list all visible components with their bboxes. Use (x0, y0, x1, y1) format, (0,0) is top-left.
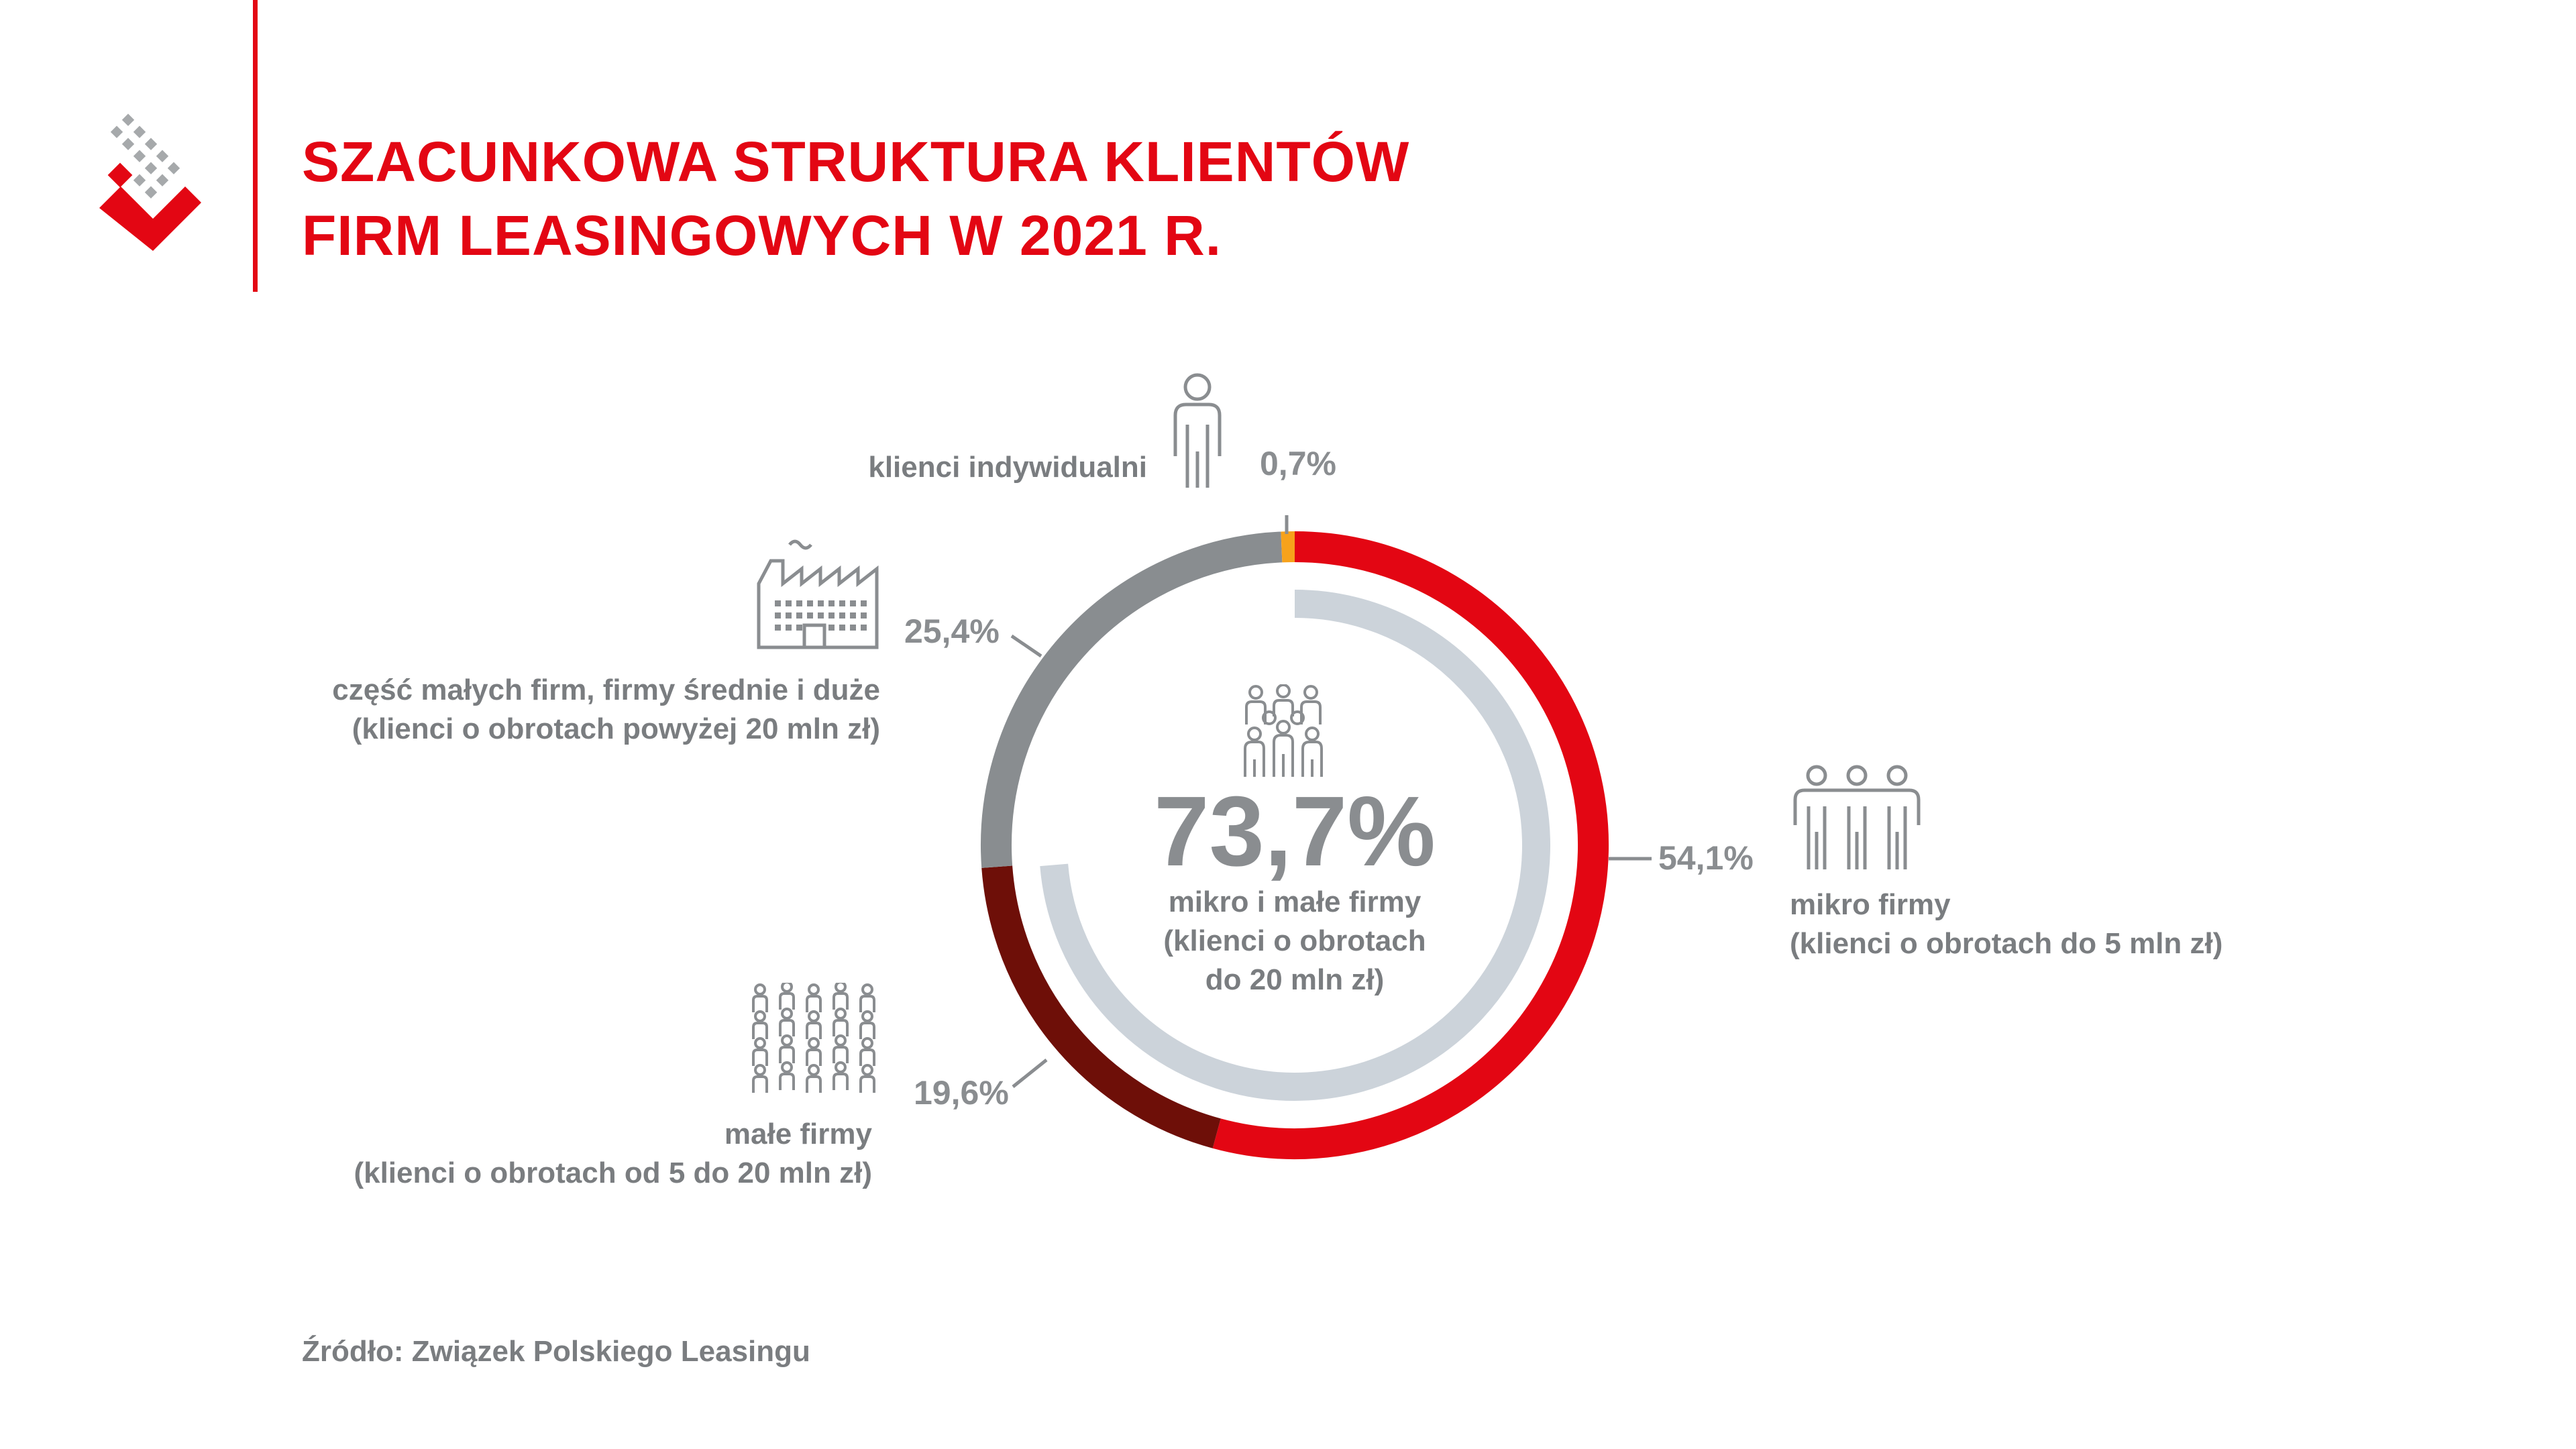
title-line-1: SZACUNKOWA STRUKTURA KLIENTÓW (302, 130, 1410, 193)
label-klienci-indywidualni: klienci indywidualni (868, 451, 1147, 484)
leader-lines (1010, 515, 1652, 1088)
pct-klienci-indywidualni: 0,7% (1260, 445, 1336, 482)
title-line-2: FIRM LEASINGOWYCH W 2021 R. (302, 204, 1222, 267)
pct-mikro: 54,1% (1658, 839, 1754, 877)
group-of-people-icon (1240, 684, 1327, 778)
center-label-line-3: do 20 mln zł) (1205, 963, 1385, 996)
leader-male (1012, 1059, 1048, 1088)
segment-srednie-duze (981, 531, 1283, 868)
label-male-name: małe firmy (724, 1118, 872, 1150)
single-person-icon (1167, 372, 1228, 490)
label-srednie-duze: część małych firm, firmy średnie i duże … (201, 671, 880, 749)
inner-ring-arc (1040, 590, 1550, 1101)
outer-ring (981, 531, 1609, 1159)
label-mikro: mikro firmy (klienci o obrotach do 5 mln… (1790, 885, 2222, 963)
label-male: małe firmy (klienci o obrotach od 5 do 2… (201, 1115, 872, 1193)
page-title: SZACUNKOWA STRUKTURA KLIENTÓW FIRM LEASI… (302, 125, 1409, 272)
title-divider (253, 0, 258, 292)
segment-male (981, 865, 1221, 1148)
crowd-icon (748, 983, 882, 1100)
segment-mikro (1212, 531, 1609, 1159)
brand-logo-icon (94, 107, 205, 252)
center-label: mikro i małe firmy (klienci o obrotach d… (1107, 883, 1483, 1000)
label-male-desc: (klienci o obrotach od 5 do 20 mln zł) (354, 1157, 872, 1189)
center-label-line-1: mikro i małe firmy (1168, 885, 1421, 918)
source-note: Źródło: Związek Polskiego Leasingu (302, 1335, 810, 1368)
label-mikro-name: mikro firmy (1790, 888, 1951, 921)
pct-srednie-duze: 25,4% (904, 612, 1000, 650)
three-people-icon (1790, 765, 1924, 872)
label-mikro-desc: (klienci o obrotach do 5 mln zł) (1790, 927, 2223, 960)
factory-icon (755, 537, 882, 651)
pct-male: 19,6% (914, 1074, 1009, 1112)
label-srednie-duze-desc: (klienci o obrotach powyżej 20 mln zł) (352, 712, 880, 745)
leader-srednie-duze (1010, 634, 1042, 658)
center-value: 73,7% (1154, 776, 1436, 887)
label-srednie-duze-name: część małych firm, firmy średnie i duże (332, 674, 880, 706)
center-label-line-2: (klienci o obrotach (1163, 924, 1426, 957)
